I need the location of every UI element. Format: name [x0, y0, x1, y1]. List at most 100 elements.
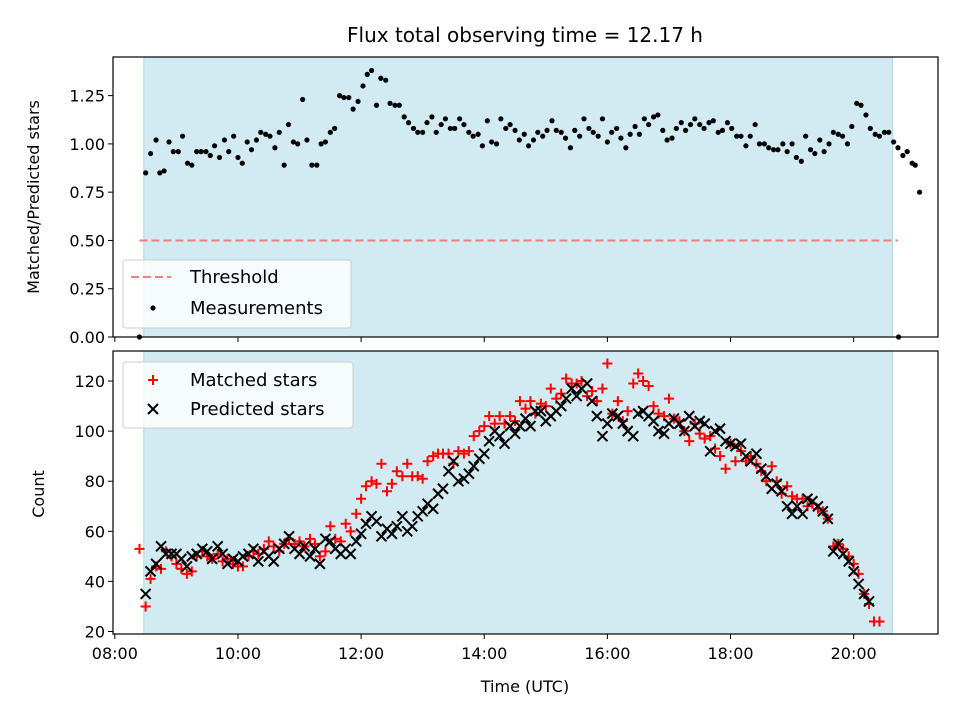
predicted-star-point: [350, 535, 362, 548]
predicted-star-point: [437, 483, 449, 495]
bottom-y-axis-label: Count: [29, 470, 48, 518]
measurement-point: [175, 149, 181, 155]
measurement-point: [599, 116, 606, 122]
measurement-point: [858, 102, 864, 108]
matched-star-point: [720, 463, 731, 474]
measurement-point: [198, 149, 204, 155]
measurement-point: [378, 75, 384, 81]
matched-star-point: [494, 411, 505, 422]
predicted-star-point: [206, 553, 218, 565]
matched-star-point: [402, 458, 413, 469]
measurement-point: [503, 125, 509, 132]
measurement-point: [761, 141, 767, 147]
matched-star-point: [345, 526, 356, 537]
measurement-point: [784, 149, 790, 155]
measurement-point: [719, 127, 726, 133]
measurement-point: [844, 141, 851, 147]
legend-threshold-label: Threshold: [189, 267, 279, 288]
matched-star-point: [340, 518, 351, 529]
measurement-point: [673, 125, 679, 132]
measurement-point: [189, 162, 195, 168]
predicted-star-point: [247, 543, 260, 555]
predicted-star-point: [760, 470, 772, 482]
measurement-point: [211, 143, 218, 149]
measurement-point: [235, 154, 241, 161]
measurement-point: [318, 141, 324, 147]
measurement-point: [729, 125, 735, 132]
predicted-star-point: [796, 508, 809, 520]
predicted-star-point: [504, 420, 516, 432]
measurement-point: [143, 170, 149, 176]
matched-star-point: [309, 538, 320, 549]
measurement-point: [479, 143, 486, 149]
measurement-point: [540, 133, 546, 139]
measurement-point: [618, 135, 624, 141]
x-tick-label: 14:00: [461, 644, 507, 663]
measurement-point: [525, 143, 532, 149]
y-tick-label: 100: [74, 422, 105, 441]
predicted-star-point: [791, 500, 803, 512]
measurement-point: [484, 118, 490, 124]
matched-star-point: [648, 401, 659, 412]
predicted-star-point: [375, 530, 388, 543]
predicted-star-point: [165, 548, 178, 560]
measurement-point: [373, 102, 380, 108]
matched-star-point: [417, 473, 428, 484]
predicted-star-point: [493, 430, 506, 442]
measurement-point: [258, 129, 264, 135]
measurement-point: [387, 100, 393, 106]
matched-star-point: [874, 616, 885, 627]
measurement-point: [392, 102, 398, 108]
y-tick-label: 20: [85, 622, 105, 641]
predicted-star-point: [852, 578, 865, 590]
legend-measurement-swatch: [150, 305, 156, 311]
predicted-star-point: [555, 400, 567, 412]
measurement-point: [650, 114, 657, 120]
predicted-star-point: [155, 540, 167, 553]
measurement-point: [521, 131, 527, 137]
measurement-point: [780, 141, 786, 147]
predicted-star-point: [298, 540, 311, 553]
measurement-point: [807, 147, 814, 153]
predicted-star-point: [360, 518, 372, 530]
matched-star-point: [212, 548, 223, 559]
matched-star-point: [730, 456, 741, 467]
predicted-star-point: [309, 543, 321, 555]
measurement-point: [530, 137, 537, 143]
matched-star-point: [628, 378, 639, 389]
measurement-point: [562, 135, 569, 141]
predicted-star-point: [396, 510, 409, 522]
measurement-point: [863, 112, 869, 118]
x-tick-label: 20:00: [831, 644, 877, 663]
measurement-point: [789, 141, 795, 147]
measurement-point: [826, 141, 832, 147]
y-tick-label: 0.25: [69, 280, 105, 299]
measurement-point: [300, 96, 306, 103]
predicted-star-point: [267, 555, 280, 568]
matched-star-point: [134, 543, 145, 554]
predicted-star-point: [524, 420, 537, 432]
measurement-point: [567, 145, 574, 151]
predicted-star-point: [514, 420, 526, 432]
measurement-point: [489, 139, 495, 145]
predicted-star-point: [698, 417, 711, 430]
measurement-point: [461, 121, 467, 128]
matched-star-point: [453, 446, 464, 457]
measurement-point: [572, 127, 578, 133]
measurement-point: [336, 93, 343, 99]
predicted-star-point: [714, 422, 726, 435]
predicted-star-point: [847, 565, 860, 578]
predicted-star-point: [201, 545, 213, 558]
measurement-point: [558, 129, 564, 135]
measurement-point: [239, 160, 245, 166]
measurement-point: [346, 94, 352, 101]
measurement-point: [590, 129, 596, 135]
matched-star-point: [422, 456, 433, 467]
matched-star-point: [633, 368, 644, 379]
chart-title: Flux total observing time = 12.17 h: [347, 23, 703, 47]
measurement-point: [248, 147, 255, 153]
matched-star-point: [474, 426, 485, 437]
predicted-star-point: [483, 435, 495, 447]
measurement-point: [207, 152, 213, 159]
predicted-star-point: [827, 545, 840, 558]
